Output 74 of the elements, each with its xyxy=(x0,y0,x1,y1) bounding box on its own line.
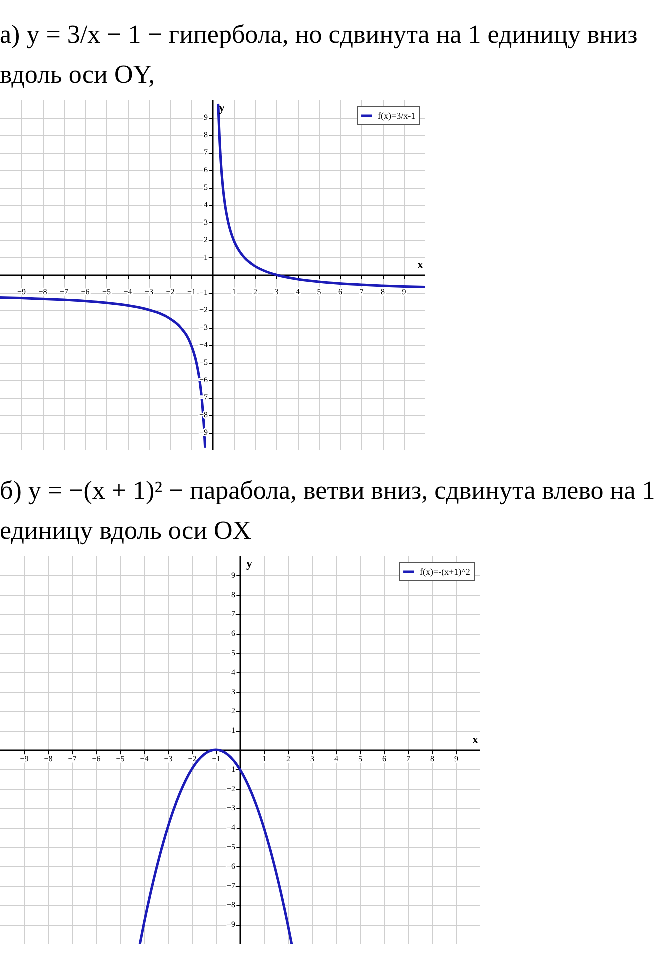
x-tick-label: 1 xyxy=(262,754,266,764)
y-tick-label: 4 xyxy=(232,668,236,677)
x-tick-label: −1 xyxy=(187,288,196,296)
x-tick-label: 8 xyxy=(430,754,434,764)
y-tick-label: 7 xyxy=(232,610,236,619)
x-tick-label: 6 xyxy=(382,754,386,764)
y-tick-label: −3 xyxy=(226,804,236,813)
y-tick-label: 6 xyxy=(232,629,236,638)
y-tick-label: 6 xyxy=(204,166,208,174)
y-tick-label: 2 xyxy=(204,236,208,244)
y-tick-label: −2 xyxy=(199,306,208,314)
y-tick-label: 7 xyxy=(204,148,208,157)
y-tick-label: 9 xyxy=(232,570,236,580)
y-axis-title: y xyxy=(246,556,252,570)
line-series xyxy=(138,748,294,944)
chart-title: а) y = 3/x − 1 − гипербола, но сдвинута на 1 единицу вниз вдоль оси OY, xyxy=(0,20,638,89)
x-tick-label: −3 xyxy=(164,754,173,764)
legend-label: f(x)=-(x+1)^2 xyxy=(420,567,470,577)
x-tick-label: 9 xyxy=(402,288,406,296)
y-tick-label: 3 xyxy=(204,218,208,227)
y-tick-label: 1 xyxy=(232,726,236,736)
x-tick-label: −9 xyxy=(17,288,26,296)
x-tick-label: −4 xyxy=(140,754,149,764)
x-axis-title: x xyxy=(472,732,478,746)
x-tick-label: 9 xyxy=(454,754,458,764)
y-tick-label: 5 xyxy=(204,183,208,192)
x-tick-label: −2 xyxy=(166,288,175,296)
x-axis-title: x xyxy=(418,258,424,272)
x-tick-label: 4 xyxy=(334,754,338,764)
y-tick-label: 8 xyxy=(204,130,208,140)
x-tick-label: −5 xyxy=(102,288,112,296)
x-tick-label: −4 xyxy=(124,288,132,296)
y-tick-label: 3 xyxy=(232,687,236,696)
y-tick-label: −2 xyxy=(226,784,236,794)
x-tick-label: 8 xyxy=(381,288,385,296)
y-tick-label: 2 xyxy=(232,706,236,716)
x-tick-label: −7 xyxy=(60,288,69,296)
x-tick-label: −8 xyxy=(38,288,48,296)
x-tick-label: −3 xyxy=(144,288,154,296)
x-tick-label: −6 xyxy=(81,288,90,296)
y-tick-label: −5 xyxy=(226,842,236,852)
x-tick-label: −2 xyxy=(188,754,197,764)
x-tick-label: 3 xyxy=(310,754,314,764)
y-tick-label: −9 xyxy=(226,920,236,930)
y-tick-label: −3 xyxy=(199,323,208,332)
x-tick-label: −6 xyxy=(92,754,101,764)
y-tick-label: −5 xyxy=(199,358,208,367)
x-tick-label: −1 xyxy=(212,754,221,764)
y-tick-label: −7 xyxy=(226,881,236,890)
y-tick-label: −8 xyxy=(226,900,236,910)
x-tick-label: −7 xyxy=(68,754,77,764)
y-tick-label: 5 xyxy=(232,648,236,658)
x-tick-label: −5 xyxy=(116,754,125,764)
x-tick-label: 4 xyxy=(296,288,300,296)
y-tick-label: 9 xyxy=(204,113,208,122)
x-tick-label: 7 xyxy=(406,754,410,764)
x-tick-label: 2 xyxy=(286,754,290,764)
x-tick-label: −8 xyxy=(44,754,53,764)
x-tick-label: 5 xyxy=(358,754,362,764)
y-tick-label: −4 xyxy=(226,823,236,832)
y-tick-label: −4 xyxy=(199,340,208,350)
x-tick-label: 5 xyxy=(317,288,322,296)
x-tick-label: 3 xyxy=(274,288,279,296)
y-tick-label: −6 xyxy=(226,862,236,871)
y-tick-label: 4 xyxy=(204,200,208,210)
x-tick-label: 6 xyxy=(338,288,342,296)
y-tick-label: 8 xyxy=(232,590,236,600)
y-tick-label: 1 xyxy=(204,253,208,262)
x-tick-label: 2 xyxy=(254,288,258,296)
x-tick-label: −9 xyxy=(20,754,29,764)
legend-label: f(x)=3/x-1 xyxy=(378,111,416,121)
y-tick-label: −1 xyxy=(226,764,236,774)
chart-title: б) y = −(x + 1)² − парабола, ветви вниз, сдвинута влево на 1 единицу вдоль оси OX xyxy=(0,476,656,545)
x-tick-label: 7 xyxy=(360,288,364,296)
